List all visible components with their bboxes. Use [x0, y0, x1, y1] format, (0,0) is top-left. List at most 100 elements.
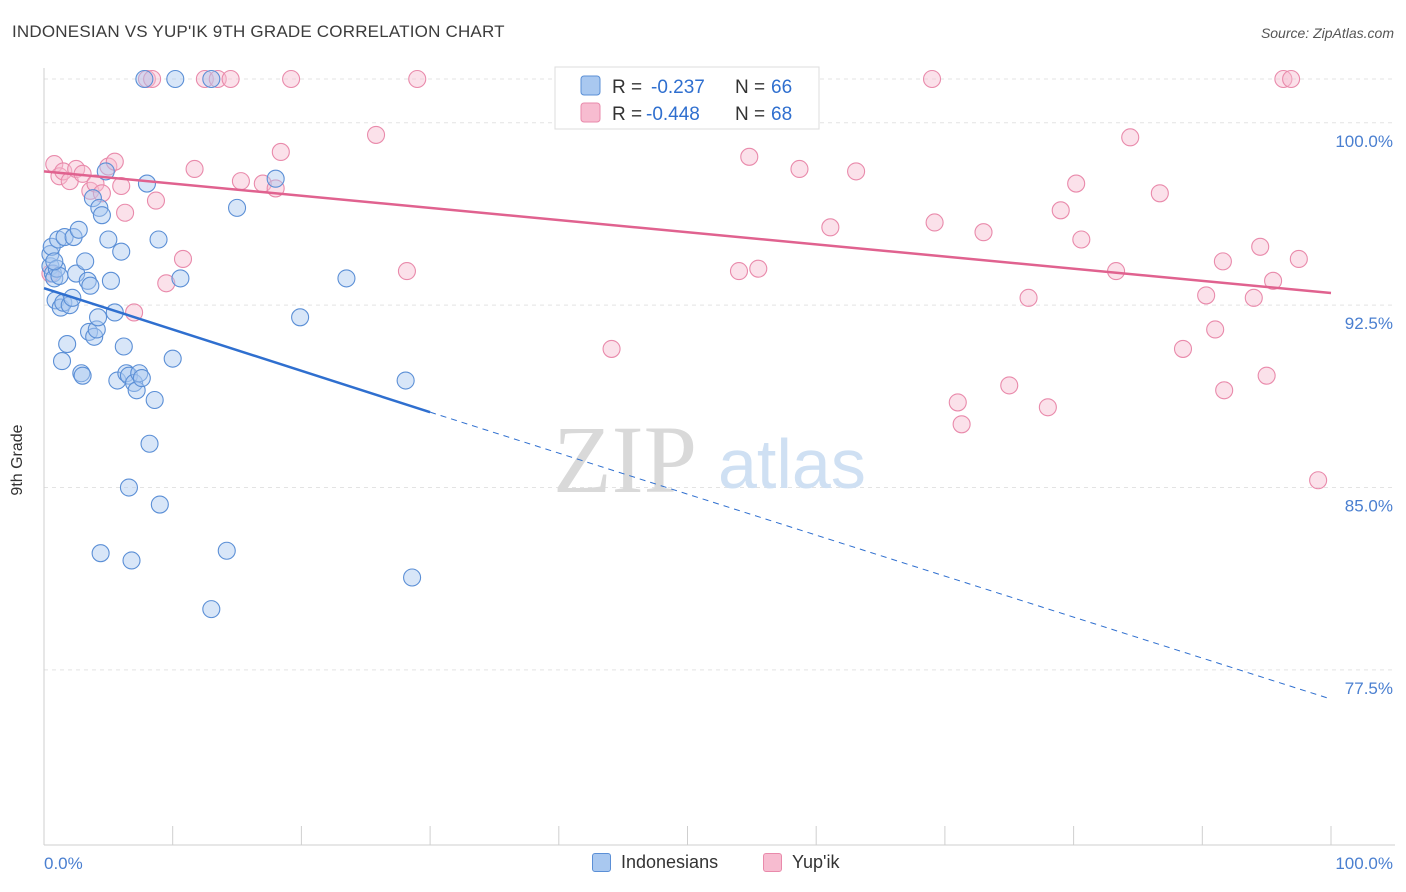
indonesians-trend-line [43, 286, 431, 414]
y-tick-label: 77.5% [1345, 679, 1393, 698]
legend-n-value-yupik: 68 [771, 104, 792, 125]
indonesians-point [89, 308, 108, 327]
yupik-point [271, 142, 290, 162]
yupik-point [1206, 320, 1225, 339]
yupik-point [1282, 69, 1301, 89]
indonesians-point [149, 230, 168, 249]
yupik-point [105, 152, 124, 171]
yupik-point [185, 159, 204, 179]
indonesians-point [137, 174, 157, 193]
yupik-point [1215, 381, 1234, 400]
yupik-point [146, 191, 166, 210]
legend-n-value-indonesians: 66 [771, 77, 792, 98]
bottom-legend-swatch-indonesians [592, 853, 611, 872]
yupik-point [729, 262, 749, 281]
x-tick-label-min: 0.0% [44, 854, 83, 873]
y-tick-label: 85.0% [1345, 497, 1393, 516]
yupik-point [749, 259, 768, 278]
watermark-atlas: atlas [718, 425, 866, 503]
yupik-point [1289, 249, 1308, 268]
legend-r-value-yupik: -0.448 [646, 104, 700, 125]
indonesians-point [47, 259, 66, 278]
indonesians-point [45, 252, 64, 271]
indonesians-point [73, 366, 92, 385]
bottom-legend-label-yupik: Yup'ik [792, 852, 840, 872]
yupik-point [602, 339, 621, 358]
indonesians-point [92, 206, 111, 225]
yupik-point [821, 218, 840, 237]
bottom-legend-yupik: Yup'ik [763, 852, 839, 873]
y-tick-label: 92.5% [1345, 314, 1393, 333]
yupik-point [1309, 471, 1328, 490]
indonesians-point [67, 264, 86, 283]
yupik-point [1000, 376, 1019, 395]
indonesians-point [337, 269, 356, 288]
gridlines [44, 78, 1395, 671]
indonesians-point [171, 269, 190, 288]
indonesians-points [41, 69, 422, 619]
yupik-point [952, 415, 971, 434]
yupik-point [1150, 184, 1169, 203]
indonesians-point [202, 69, 221, 89]
yupik-point [92, 184, 111, 203]
yupik-point [1173, 339, 1193, 358]
yupik-trend-line [43, 170, 1332, 295]
yupik-point [1038, 398, 1057, 417]
indonesians-point [228, 198, 247, 217]
yupik-point [1067, 174, 1086, 193]
yupik-point [1072, 230, 1091, 249]
tick-labels: 100.0% 92.5% 85.0% 77.5% 0.0% 100.0% [44, 132, 1393, 873]
yupik-point [231, 172, 250, 191]
yupik-point [1274, 69, 1293, 89]
indonesians-point [90, 198, 109, 217]
source-credit: Source: ZipAtlas.com [1260, 25, 1394, 41]
indonesians-point [217, 541, 236, 560]
indonesians-point [58, 335, 77, 354]
yupik-point [195, 69, 214, 89]
yupik-point [1213, 252, 1232, 271]
yupik-point [974, 223, 993, 242]
yupik-point [922, 69, 942, 89]
yupik-point [925, 213, 944, 232]
legend-n-label-yupik: N = [735, 104, 765, 125]
indonesians-point [135, 69, 154, 89]
indonesians-point [130, 364, 149, 383]
yupik-point [790, 159, 809, 179]
indonesians-point [403, 568, 422, 587]
yupik-point [1264, 271, 1283, 290]
indonesians-point [85, 327, 104, 346]
indonesians-point [78, 271, 97, 290]
yupik-point [740, 147, 759, 166]
yupik-point [1257, 366, 1276, 385]
legend-swatch-indonesians [580, 75, 601, 96]
indonesians-point [140, 434, 159, 453]
yupik-point [408, 69, 427, 89]
bottom-legend-indonesians: Indonesians [592, 852, 718, 873]
yupik-point [1251, 237, 1270, 256]
legend-n-label-indonesians: N = [735, 77, 765, 98]
indonesians-point [112, 242, 131, 261]
yupik-point [366, 125, 386, 144]
legend-r-label-yupik: R = [612, 104, 642, 125]
indonesians-point [396, 371, 415, 390]
yupik-point [173, 249, 193, 268]
indonesians-point [91, 544, 110, 563]
legend-swatch-yupik [580, 102, 601, 123]
indonesians-trend-extension [429, 411, 1332, 700]
bottom-legend-swatch-yupik [763, 853, 782, 872]
yupik-point [1121, 128, 1140, 147]
axes [43, 68, 1395, 846]
indonesians-point [291, 308, 310, 327]
yupik-point [1197, 286, 1216, 305]
indonesians-point [42, 237, 61, 256]
yupik-point [208, 69, 227, 89]
indonesians-point [114, 337, 133, 356]
y-tick-label: 100.0% [1335, 132, 1393, 151]
yupik-point [1244, 288, 1263, 307]
indonesians-point [52, 352, 72, 371]
yupik-point [1019, 288, 1038, 307]
indonesians-point [76, 252, 95, 271]
yupik-point [1051, 201, 1070, 220]
legend-r-label-indonesians: R = [612, 77, 642, 98]
